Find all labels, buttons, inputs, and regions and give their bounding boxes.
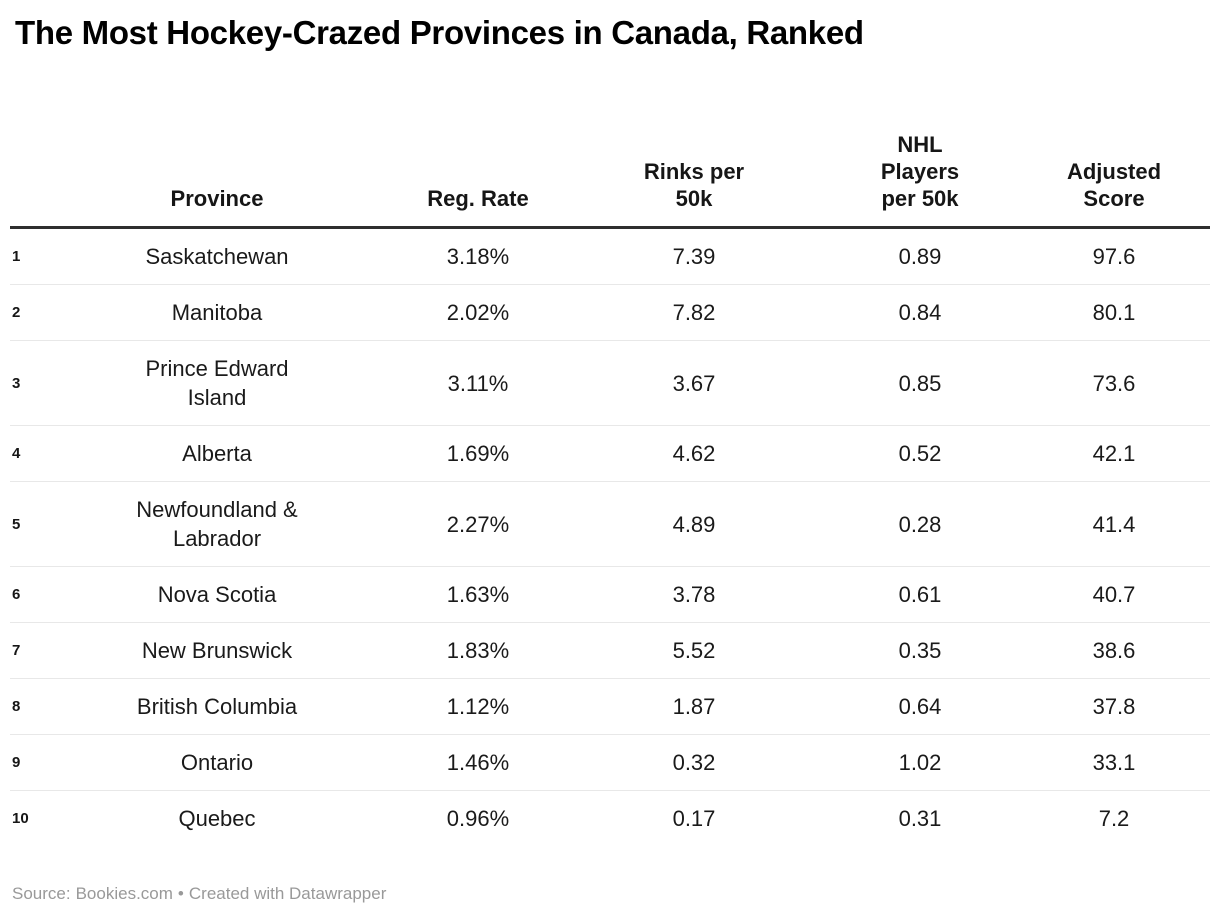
footer-separator: • [177, 884, 184, 904]
adjusted-score-cell: 33.1 [1018, 734, 1210, 791]
rank-cell: 8 [10, 678, 44, 735]
header-rank [10, 111, 44, 230]
province-cell: Newfoundland & Labrador [44, 481, 390, 567]
adjusted-score-cell: 37.8 [1018, 678, 1210, 735]
rank-cell: 4 [10, 425, 44, 482]
table-row: 8 British Columbia 1.12% 1.87 0.64 37.8 [10, 678, 1210, 735]
nhl-players-cell: 0.31 [822, 790, 1018, 847]
table-header: Province Reg. Rate Rinks per 50k NHL Pla… [10, 111, 1210, 230]
rank-cell: 1 [12, 248, 21, 266]
rinks-cell: 5.52 [566, 622, 822, 679]
header-rinks-per-50k: Rinks per 50k [566, 111, 822, 230]
table-row: 10 Quebec 0.96% 0.17 0.31 7.2 [10, 790, 1210, 847]
rank-cell: 2 [10, 284, 44, 341]
header-nhl-players-per-50k: NHL Players per 50k [822, 111, 1018, 230]
rank-cell: 9 [10, 734, 44, 791]
reg-rate-cell: 2.02% [390, 284, 566, 341]
nhl-players-cell: 0.52 [822, 425, 1018, 482]
reg-rate-cell: 1.12% [390, 678, 566, 735]
province-cell: Manitoba [44, 284, 390, 341]
reg-rate-cell: 3.11% [390, 340, 566, 426]
rinks-cell: 4.89 [566, 481, 822, 567]
province-cell: New Brunswick [44, 622, 390, 679]
reg-rate-cell: 1.63% [390, 566, 566, 623]
nhl-players-cell: 0.84 [822, 284, 1018, 341]
rank-cell: 10 [10, 790, 44, 847]
adjusted-score-cell: 38.6 [1018, 622, 1210, 679]
rinks-cell: 3.67 [566, 340, 822, 426]
province-cell: Alberta [44, 425, 390, 482]
rinks-cell: 0.17 [566, 790, 822, 847]
table-row: 6 Nova Scotia 1.63% 3.78 0.61 40.7 [10, 566, 1210, 623]
header-adjusted-score: Adjusted Score [1018, 111, 1210, 230]
rinks-cell: 1.87 [566, 678, 822, 735]
nhl-players-cell: 0.89 [898, 244, 942, 270]
data-table: Province Reg. Rate Rinks per 50k NHL Pla… [10, 111, 1210, 847]
table-row: 5 Newfoundland & Labrador 2.27% 4.89 0.2… [10, 481, 1210, 567]
rank-cell: 7 [10, 622, 44, 679]
table-row: 3 Prince Edward Island 3.11% 3.67 0.85 7… [10, 340, 1210, 426]
nhl-players-cell: 0.64 [822, 678, 1018, 735]
footer: Source: Bookies.com • Created with Dataw… [12, 884, 1210, 904]
reg-rate-cell: 1.69% [390, 425, 566, 482]
adjusted-score-cell: 41.4 [1018, 481, 1210, 567]
table-body: 1 Saskatchewan 3.18% 7.39 0.89 97.6 2 Ma… [10, 228, 1210, 847]
header-reg-rate: Reg. Rate [390, 111, 566, 230]
rinks-cell: 7.82 [566, 284, 822, 341]
nhl-players-cell: 0.61 [822, 566, 1018, 623]
header-row: Province Reg. Rate Rinks per 50k NHL Pla… [10, 111, 1210, 230]
province-cell: Quebec [44, 790, 390, 847]
reg-rate-cell: 2.27% [390, 481, 566, 567]
rank-cell: 5 [10, 481, 44, 567]
rinks-cell: 3.78 [566, 566, 822, 623]
rinks-cell: 7.39 [672, 244, 716, 270]
nhl-players-cell: 0.35 [822, 622, 1018, 679]
nhl-players-cell: 0.85 [822, 340, 1018, 426]
table-row: 2 Manitoba 2.02% 7.82 0.84 80.1 [10, 284, 1210, 341]
province-cell: Saskatchewan [145, 244, 289, 270]
rank-cell: 3 [10, 340, 44, 426]
province-cell: Nova Scotia [44, 566, 390, 623]
source-link[interactable]: Bookies.com [75, 884, 173, 904]
source-label: Source: [12, 884, 71, 904]
table-row: 9 Ontario 1.46% 0.32 1.02 33.1 [10, 734, 1210, 791]
reg-rate-cell: 0.96% [390, 790, 566, 847]
adjusted-score-cell: 42.1 [1018, 425, 1210, 482]
rinks-cell: 4.62 [566, 425, 822, 482]
rank-cell: 6 [10, 566, 44, 623]
nhl-players-cell: 0.28 [822, 481, 1018, 567]
province-cell: Ontario [44, 734, 390, 791]
adjusted-score-cell: 7.2 [1018, 790, 1210, 847]
adjusted-score-cell: 73.6 [1018, 340, 1210, 426]
rinks-cell: 0.32 [566, 734, 822, 791]
province-cell: British Columbia [44, 678, 390, 735]
reg-rate-cell: 3.18% [446, 244, 510, 270]
reg-rate-cell: 1.46% [390, 734, 566, 791]
page-title: The Most Hockey-Crazed Provinces in Cana… [15, 14, 864, 51]
table-row: 7 New Brunswick 1.83% 5.52 0.35 38.6 [10, 622, 1210, 679]
datawrapper-attribution-link[interactable]: Created with Datawrapper [188, 884, 387, 904]
table-row: 1 Saskatchewan 3.18% 7.39 0.89 97.6 [10, 228, 1210, 285]
adjusted-score-cell: 80.1 [1018, 284, 1210, 341]
reg-rate-cell: 1.83% [390, 622, 566, 679]
table-row: 4 Alberta 1.69% 4.62 0.52 42.1 [10, 425, 1210, 482]
adjusted-score-cell: 97.6 [1092, 244, 1136, 270]
header-province: Province [44, 111, 390, 230]
adjusted-score-cell: 40.7 [1018, 566, 1210, 623]
province-cell: Prince Edward Island [44, 340, 390, 426]
nhl-players-cell: 1.02 [822, 734, 1018, 791]
